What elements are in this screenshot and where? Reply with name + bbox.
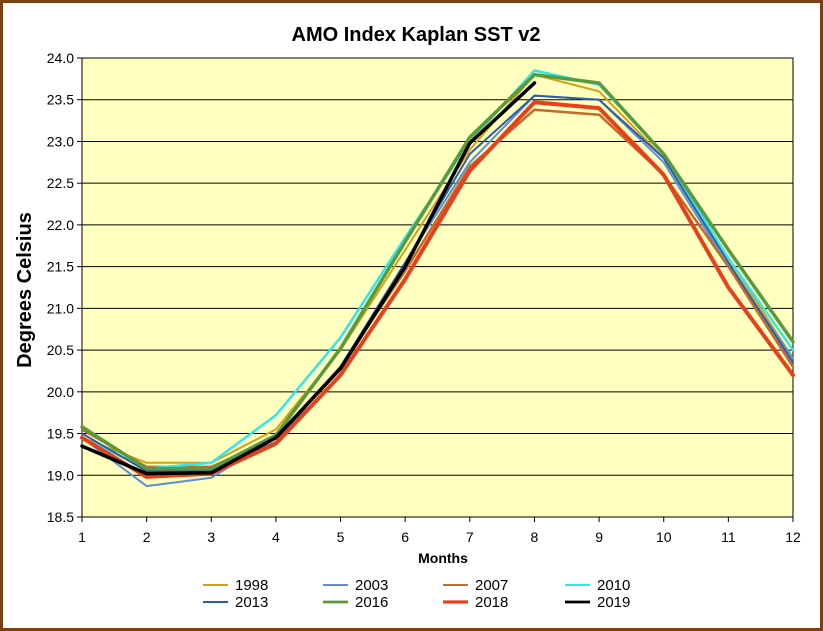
x-tick-label: 7 — [466, 529, 474, 545]
y-axis-label: Degrees Celsius — [14, 212, 36, 368]
y-tick-label: 22.0 — [47, 217, 74, 233]
y-tick-labels: 18.5 19.0 19.5 20.0 20.5 21.0 21.5 22.0 22.5 23.0… — [47, 50, 74, 525]
x-tick-labels: 1 2 3 4 5 6 7 8 9 10 11 12 — [78, 529, 801, 545]
series-lines — [80, 69, 795, 488]
y-tick-label: 23.5 — [47, 92, 74, 108]
legend-label-2016: 2016 — [355, 594, 388, 611]
x-tick-label: 11 — [721, 529, 736, 545]
legend-label-2013: 2013 — [235, 594, 268, 611]
x-tick-label: 8 — [531, 529, 539, 545]
legend-label-1998: 1998 — [235, 577, 268, 594]
y-tick-label: 24.0 — [47, 50, 74, 66]
legend-label-2010: 2010 — [597, 577, 630, 594]
x-tick-label: 6 — [401, 529, 409, 545]
y-tick-label: 20.0 — [47, 384, 74, 400]
x-tick-label: 10 — [656, 529, 672, 545]
x-tick-label: 4 — [272, 529, 280, 545]
y-tick-label: 18.5 — [47, 509, 74, 525]
x-tick-label: 5 — [337, 529, 345, 545]
legend-label-2003: 2003 — [355, 577, 388, 594]
x-tick-label: 3 — [207, 529, 215, 545]
x-tick-label: 12 — [785, 529, 801, 545]
x-axis-label: Months — [418, 550, 468, 566]
y-tick-label: 23.0 — [47, 133, 74, 149]
y-tick-label: 21.0 — [47, 300, 74, 316]
legend-label-2007: 2007 — [475, 577, 508, 594]
chart-title: AMO Index Kaplan SST v2 — [292, 24, 541, 46]
y-tick-label: 20.5 — [47, 342, 74, 358]
y-tick-label: 19.0 — [47, 467, 74, 483]
legend-label-2018: 2018 — [475, 594, 508, 611]
amo-chart: 18.5 19.0 19.5 20.0 20.5 21.0 21.5 22.0 22.5 23.0… — [14, 24, 801, 611]
x-tick-label: 9 — [595, 529, 603, 545]
y-tick-label: 21.5 — [47, 259, 74, 275]
series-line-2016 — [80, 72, 795, 471]
plot-area — [81, 57, 794, 518]
y-tick-label: 19.5 — [47, 426, 74, 442]
x-tick-label: 1 — [78, 529, 86, 545]
legend: 1998 2003 2007 2010 2013 2016 2018 2019 — [203, 577, 630, 611]
series-line-2019 — [80, 81, 537, 476]
legend-label-2019: 2019 — [597, 594, 630, 611]
series-line-2003 — [81, 94, 794, 488]
x-tick-label: 2 — [143, 529, 151, 545]
y-tick-label: 22.5 — [47, 175, 74, 191]
